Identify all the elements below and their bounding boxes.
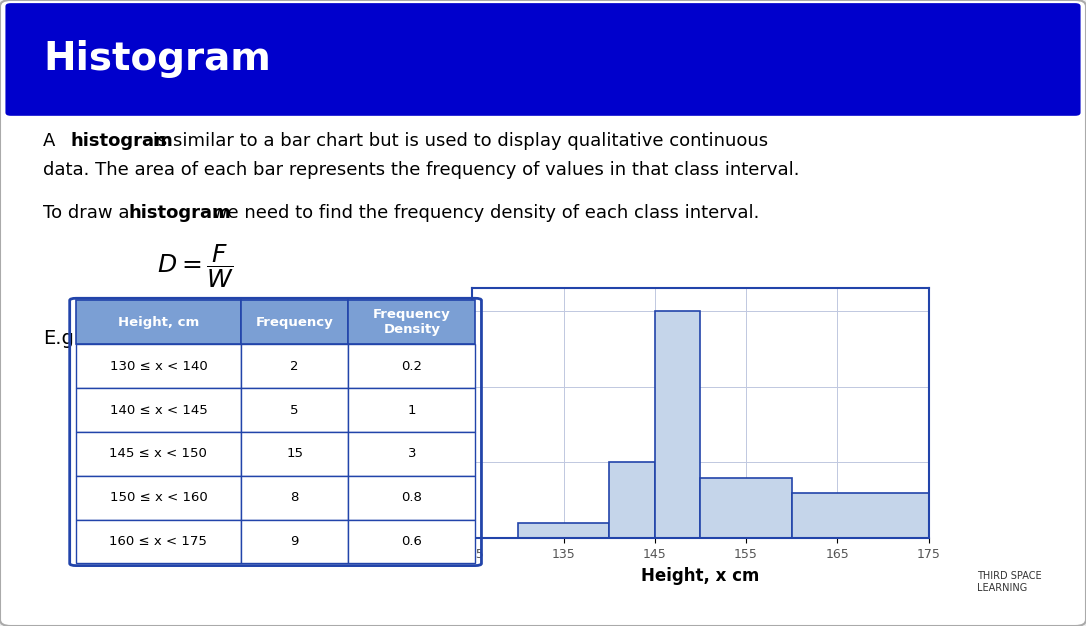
Bar: [349, 476, 475, 520]
Text: A: A: [43, 132, 62, 150]
Bar: [241, 432, 349, 476]
Text: 3: 3: [407, 448, 416, 460]
Text: is similar to a bar chart but is used to display qualitative continuous: is similar to a bar chart but is used to…: [147, 132, 768, 150]
Bar: [349, 344, 475, 388]
Bar: [76, 432, 241, 476]
Text: 150 ≤ x < 160: 150 ≤ x < 160: [110, 491, 207, 504]
Bar: [241, 344, 349, 388]
Text: 160 ≤ x < 175: 160 ≤ x < 175: [110, 535, 207, 548]
Text: histogram: histogram: [128, 204, 231, 222]
Text: 1: 1: [407, 404, 416, 416]
Bar: [655, 310, 700, 538]
Text: Histogram: Histogram: [43, 41, 272, 78]
Text: 145 ≤ x < 150: 145 ≤ x < 150: [110, 448, 207, 460]
Text: $D = \dfrac{F}{W}$: $D = \dfrac{F}{W}$: [156, 242, 235, 290]
X-axis label: Height, x cm: Height, x cm: [641, 567, 760, 585]
Text: 130 ≤ x < 140: 130 ≤ x < 140: [110, 360, 207, 372]
Text: 8: 8: [290, 491, 299, 504]
Text: E.g.: E.g.: [43, 329, 80, 347]
Text: 0.8: 0.8: [402, 491, 422, 504]
Text: 0.2: 0.2: [401, 360, 422, 372]
Text: 15: 15: [286, 448, 303, 460]
Bar: [349, 520, 475, 563]
Bar: [76, 300, 241, 344]
Bar: [241, 300, 349, 344]
Y-axis label: Frequency Density: Frequency Density: [435, 349, 450, 478]
Text: 0.6: 0.6: [402, 535, 422, 548]
Bar: [241, 520, 349, 563]
Bar: [518, 523, 609, 538]
Bar: [349, 388, 475, 432]
Text: Frequency
Density: Frequency Density: [372, 309, 451, 336]
Text: 9: 9: [290, 535, 299, 548]
Bar: [349, 432, 475, 476]
Bar: [76, 388, 241, 432]
Text: Frequency: Frequency: [255, 316, 333, 329]
Text: 2: 2: [290, 360, 299, 372]
Text: Height, cm: Height, cm: [117, 316, 199, 329]
Bar: [76, 520, 241, 563]
Text: data. The area of each bar represents the frequency of values in that class inte: data. The area of each bar represents th…: [43, 162, 800, 179]
Bar: [349, 300, 475, 344]
Text: To draw a: To draw a: [43, 204, 136, 222]
Text: 5: 5: [290, 404, 299, 416]
Bar: [241, 388, 349, 432]
Bar: [609, 463, 655, 538]
Bar: [700, 478, 792, 538]
Bar: [792, 493, 929, 538]
Bar: [76, 476, 241, 520]
Text: histogram: histogram: [71, 132, 174, 150]
Text: we need to find the frequency density of each class interval.: we need to find the frequency density of…: [207, 204, 760, 222]
Text: THIRD SPACE
LEARNING: THIRD SPACE LEARNING: [977, 572, 1043, 593]
FancyBboxPatch shape: [5, 3, 1081, 116]
Bar: [241, 476, 349, 520]
Bar: [76, 344, 241, 388]
Text: 140 ≤ x < 145: 140 ≤ x < 145: [110, 404, 207, 416]
